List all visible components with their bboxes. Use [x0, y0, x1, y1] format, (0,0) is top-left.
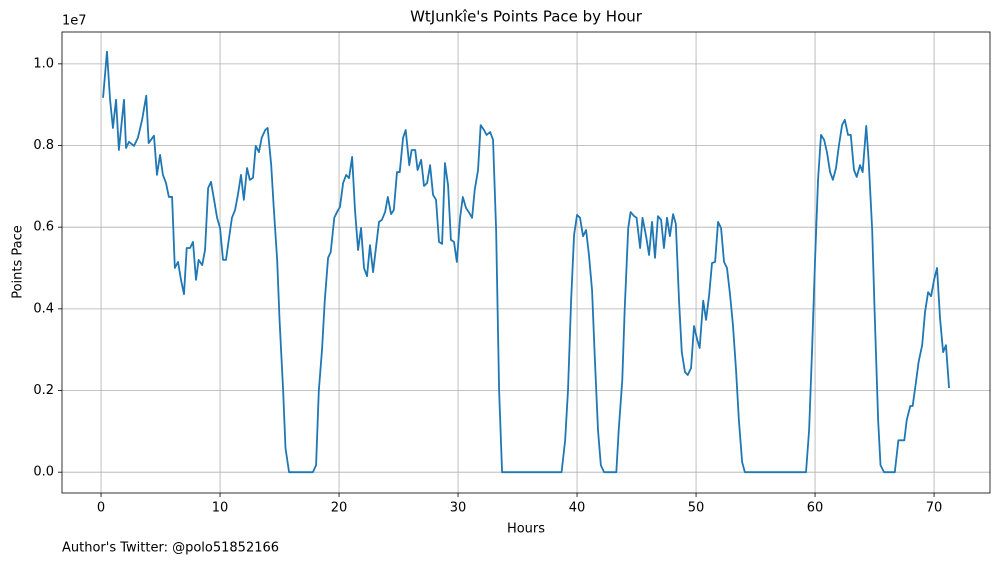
x-tick-label: 0 — [97, 501, 105, 516]
x-axis-label: Hours — [507, 522, 545, 537]
y-tick-label: 0.0 — [33, 465, 54, 480]
x-tick-label: 70 — [926, 501, 943, 516]
y-tick-label: 0.8 — [33, 138, 54, 153]
footnote: Author's Twitter: @polo51852166 — [62, 541, 279, 556]
y-tick-label: 0.4 — [33, 301, 54, 316]
x-tick-label: 10 — [212, 501, 229, 516]
x-tick-label: 60 — [807, 501, 824, 516]
y-tick-label: 0.6 — [33, 220, 54, 235]
x-tick-label: 20 — [331, 501, 348, 516]
x-tick-label: 50 — [688, 501, 705, 516]
data-line — [102, 50, 950, 474]
y-tick-label: 1.0 — [33, 56, 54, 71]
x-tick-label: 40 — [569, 501, 586, 516]
y-tick-label: 0.2 — [33, 383, 54, 398]
x-tick-label: 30 — [450, 501, 467, 516]
y-axis-label: Points Pace — [11, 225, 26, 299]
chart-title: WtJunkîe's Points Pace by Hour — [410, 8, 643, 26]
plot-frame — [61, 31, 991, 494]
y-offset-label: 1e7 — [62, 14, 87, 29]
